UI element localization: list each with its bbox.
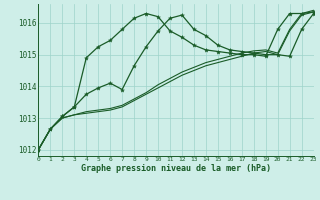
X-axis label: Graphe pression niveau de la mer (hPa): Graphe pression niveau de la mer (hPa) [81,164,271,173]
